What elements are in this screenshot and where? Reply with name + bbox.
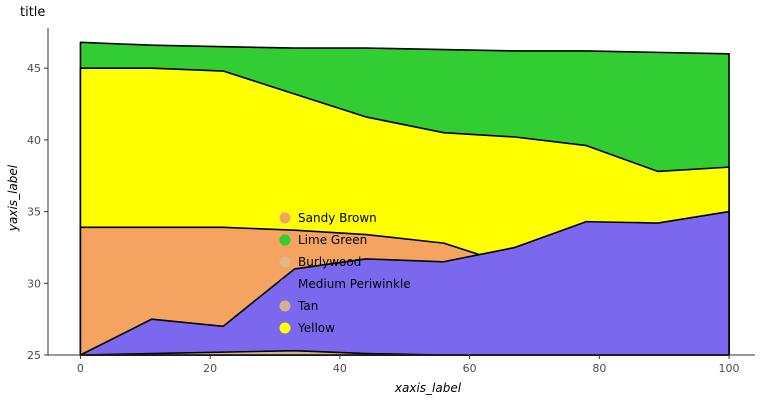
- y-axis-title: yaxis_label: [6, 164, 20, 232]
- legend-swatch-yellow: [279, 322, 291, 334]
- x-tick-label: 100: [719, 362, 740, 375]
- legend-swatch-sandy-brown: [279, 212, 291, 224]
- legend-label-medium-periwinkle: Medium Periwinkle: [298, 277, 411, 291]
- legend-swatch-medium-periwinkle: [279, 278, 291, 290]
- x-axis: 0 20 40 60 80 100: [48, 354, 755, 375]
- legend-swatch-tan: [279, 300, 291, 312]
- x-tick-label: 40: [333, 362, 347, 375]
- legend-swatch-lime-green: [279, 234, 291, 246]
- y-tick-label: 30: [27, 277, 41, 290]
- legend: Sandy Brown Lime Green Burlywood Medium Per…: [279, 211, 411, 335]
- y-tick-label: 25: [27, 349, 41, 362]
- x-tick-label: 60: [463, 362, 477, 375]
- x-tick-label: 80: [592, 362, 606, 375]
- x-axis-title: xaxis_label: [394, 381, 462, 395]
- chart-title: title: [20, 5, 45, 20]
- y-tick-label: 35: [27, 206, 41, 219]
- x-tick-label: 20: [203, 362, 217, 375]
- x-tick-label: 0: [77, 362, 84, 375]
- legend-label-yellow: Yellow: [297, 321, 335, 335]
- legend-swatch-burlywood: [279, 256, 291, 268]
- y-tick-label: 45: [27, 62, 41, 75]
- y-axis: 25 30 35 40 45: [27, 28, 49, 362]
- legend-label-burlywood: Burlywood: [298, 255, 361, 269]
- y-tick-label: 40: [27, 134, 41, 147]
- legend-label-sandy-brown: Sandy Brown: [298, 211, 377, 225]
- legend-label-tan: Tan: [297, 299, 318, 313]
- plot-area: [79, 41, 730, 356]
- series-area-medium-periwinkle: [79, 210, 730, 356]
- legend-label-lime-green: Lime Green: [298, 233, 367, 247]
